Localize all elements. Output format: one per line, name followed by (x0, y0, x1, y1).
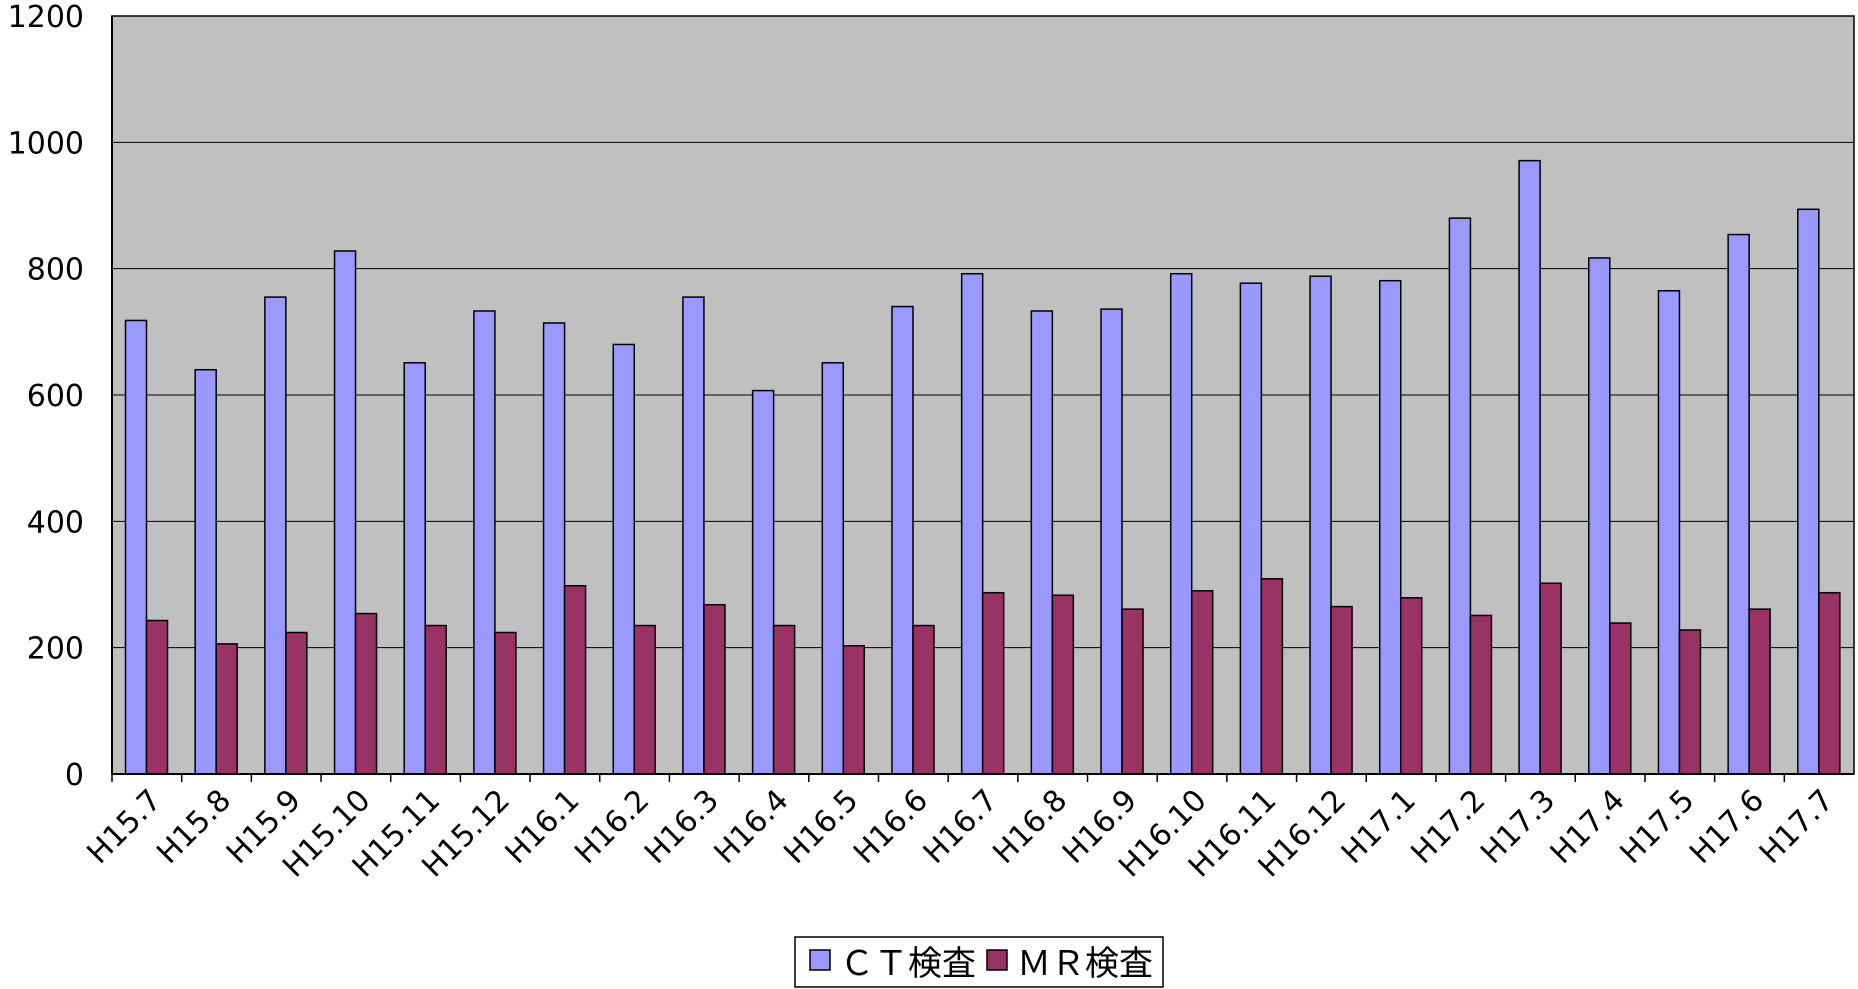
bars (124, 159, 1841, 775)
bar-mr-H16.11 (1260, 578, 1284, 775)
bar-mr-H15.8 (215, 643, 238, 775)
bar-mr-H16.1 (563, 585, 587, 775)
bar-ct-H16.4 (751, 389, 775, 775)
bar-ct-H16.5 (821, 362, 845, 775)
x-tick-label: H17.5 (1614, 783, 1702, 871)
bar-ct-H17.5 (1657, 290, 1681, 775)
bar-ct-H15.9 (264, 296, 287, 775)
bar-mr-H16.8 (1051, 594, 1075, 775)
legend: ＣＴ検査 ＭＲ検査 (794, 936, 1164, 988)
bar-mr-H17.1 (1399, 597, 1423, 775)
legend-label-ct: ＣＴ検査 (840, 944, 976, 984)
x-tick-label: H16.2 (568, 783, 656, 871)
bar-mr-H17.6 (1748, 608, 1771, 775)
x-tick-label: H16.4 (708, 783, 796, 871)
bar-ct-H16.11 (1239, 282, 1263, 775)
bar-mr-H15.7 (145, 619, 169, 775)
bar-ct-H16.9 (1100, 308, 1123, 775)
x-tick-label: H17.6 (1683, 783, 1771, 871)
bar-ct-H17.4 (1588, 257, 1611, 775)
bar-ct-H16.7 (960, 272, 984, 775)
y-tick-label: 0 (65, 758, 84, 793)
bar-mr-H17.2 (1469, 614, 1493, 775)
legend-box (794, 936, 1164, 988)
y-tick-label: 400 (27, 505, 84, 540)
bar-ct-H17.3 (1518, 159, 1541, 775)
x-tick-label: H15.7 (81, 783, 169, 871)
legend-swatch-mr (986, 949, 1008, 971)
bar-mr-H15.10 (354, 612, 378, 775)
x-tick-label: H16.7 (917, 783, 1005, 871)
bar-ct-H15.11 (403, 362, 426, 775)
x-tick-label: H16.8 (986, 783, 1074, 871)
x-tick-label: H16.5 (777, 783, 865, 871)
y-tick-label: 1000 (8, 126, 84, 161)
bar-mr-H15.9 (285, 631, 308, 775)
bar-mr-H15.12 (494, 631, 517, 775)
bar-ct-H16.12 (1309, 275, 1332, 775)
bar-ct-H16.8 (1030, 310, 1054, 775)
bar-ct-H15.7 (124, 319, 148, 775)
y-tick-label: 600 (27, 379, 84, 414)
bar-ct-H16.1 (542, 322, 566, 775)
bar-ct-H16.3 (682, 296, 705, 775)
bar-ct-H17.2 (1448, 217, 1472, 775)
y-tick-label: 1200 (8, 0, 84, 35)
bar-ct-H15.8 (194, 368, 217, 775)
bar-mr-H16.5 (842, 645, 866, 775)
y-tick-labels: 0 200 400 600 800 1000 1200 (8, 0, 84, 793)
bar-mr-H16.2 (633, 624, 657, 775)
x-tick-label: H15.8 (150, 783, 238, 871)
y-tick-label: 800 (27, 253, 84, 288)
x-tick-label: H17.2 (1404, 783, 1492, 871)
legend-swatch-ct (809, 949, 831, 971)
x-tick-label: H16.3 (638, 783, 726, 871)
bar-ct-H17.6 (1727, 233, 1750, 775)
bar-mr-H17.3 (1539, 582, 1562, 775)
bar-ct-H17.7 (1797, 208, 1820, 775)
bar-mr-H16.12 (1330, 605, 1353, 775)
bar-mr-H17.7 (1818, 591, 1841, 775)
x-tick-label: H16.1 (499, 783, 587, 871)
bar-ct-H15.10 (333, 250, 357, 775)
x-tick-label: H17.3 (1474, 783, 1562, 871)
x-tick-label: H16.6 (847, 783, 935, 871)
bar-ct-H16.10 (1169, 272, 1193, 775)
x-tick-labels: H15.7H15.8H15.9H15.10H15.11H15.12H16.1H1… (81, 774, 1841, 884)
x-tick-label: H17.7 (1753, 783, 1841, 871)
x-tick-label: H17.4 (1544, 783, 1632, 871)
bar-mr-H16.7 (981, 591, 1005, 775)
bar-mr-H16.10 (1190, 590, 1214, 775)
legend-label-mr: ＭＲ検査 (1017, 944, 1153, 984)
x-tick-label: H17.1 (1335, 783, 1423, 871)
bar-ct-H17.1 (1378, 279, 1402, 775)
bar-mr-H16.6 (912, 624, 935, 775)
bar-mr-H17.5 (1678, 629, 1702, 775)
bar-ct-H16.6 (891, 305, 914, 775)
bar-mr-H16.3 (703, 603, 726, 775)
bar-mr-H16.9 (1121, 608, 1144, 775)
y-tick-label: 200 (27, 632, 84, 667)
bar-ct-H15.12 (473, 310, 496, 775)
bar-ct-H16.2 (612, 343, 636, 775)
bar-mr-H16.4 (772, 624, 796, 775)
bar-mr-H15.11 (424, 624, 447, 775)
bar-mr-H17.4 (1609, 622, 1632, 775)
